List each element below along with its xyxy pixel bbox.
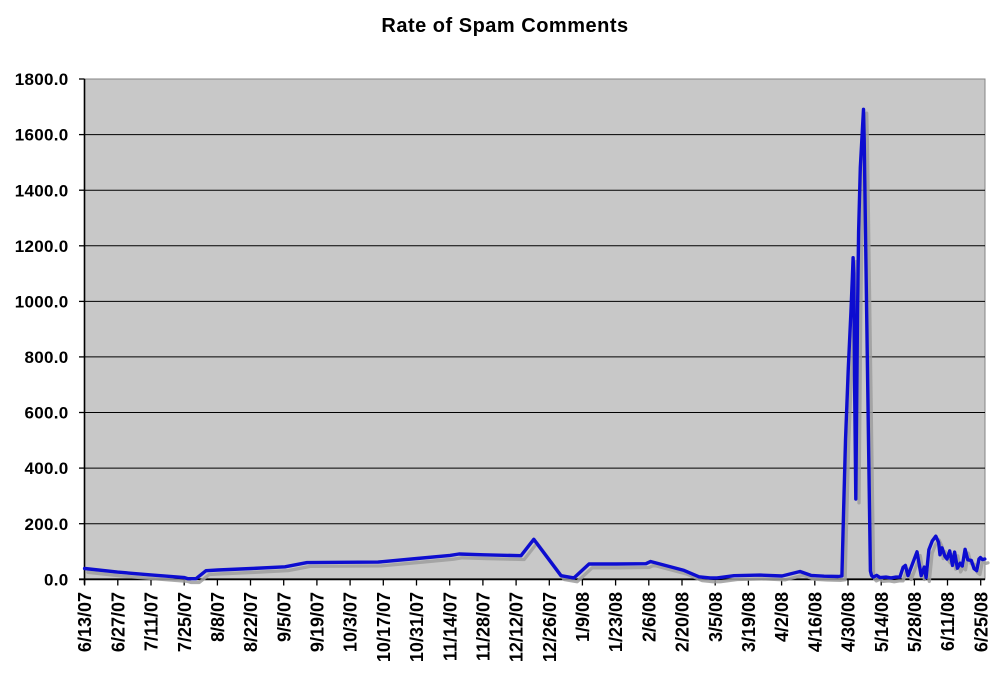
svg-text:4/16/08: 4/16/08 [805,592,825,652]
svg-text:9/5/07: 9/5/07 [274,592,294,642]
svg-text:1000.0: 1000.0 [15,293,69,312]
svg-text:11/28/07: 11/28/07 [474,592,494,661]
svg-text:11/14/07: 11/14/07 [440,592,460,661]
svg-text:7/25/07: 7/25/07 [175,592,195,652]
svg-text:12/26/07: 12/26/07 [540,592,560,662]
svg-text:12/12/07: 12/12/07 [507,592,527,662]
svg-text:0.0: 0.0 [44,570,69,589]
svg-text:4/2/08: 4/2/08 [772,592,792,642]
svg-text:10/17/07: 10/17/07 [374,592,394,662]
svg-text:3/19/08: 3/19/08 [739,592,759,652]
svg-text:9/19/07: 9/19/07 [308,592,328,652]
svg-text:6/27/07: 6/27/07 [108,592,128,652]
svg-text:10/3/07: 10/3/07 [341,592,361,652]
svg-text:1400.0: 1400.0 [15,181,69,200]
svg-text:7/11/07: 7/11/07 [142,592,162,651]
svg-text:1200.0: 1200.0 [15,237,69,256]
svg-text:2/20/08: 2/20/08 [673,592,693,652]
svg-text:10/31/07: 10/31/07 [407,592,427,662]
svg-text:600.0: 600.0 [24,404,68,423]
svg-text:8/8/07: 8/8/07 [208,592,228,642]
svg-text:5/28/08: 5/28/08 [905,592,925,652]
svg-text:1/9/08: 1/9/08 [573,592,593,642]
svg-text:6/13/07: 6/13/07 [75,592,95,652]
svg-text:800.0: 800.0 [24,348,68,367]
svg-text:Rate of Spam Comments: Rate of Spam Comments [381,15,628,37]
svg-text:3/5/08: 3/5/08 [706,592,726,642]
svg-text:5/14/08: 5/14/08 [872,592,892,652]
svg-text:1600.0: 1600.0 [15,126,69,145]
svg-text:400.0: 400.0 [24,459,68,478]
svg-text:1800.0: 1800.0 [15,70,69,89]
svg-text:4/30/08: 4/30/08 [839,592,859,652]
svg-text:8/22/07: 8/22/07 [241,592,261,652]
svg-text:200.0: 200.0 [24,515,68,534]
svg-text:6/11/08: 6/11/08 [938,592,958,651]
svg-text:2/6/08: 2/6/08 [639,592,659,642]
svg-text:6/25/08: 6/25/08 [971,592,991,652]
svg-text:1/23/08: 1/23/08 [606,592,626,652]
